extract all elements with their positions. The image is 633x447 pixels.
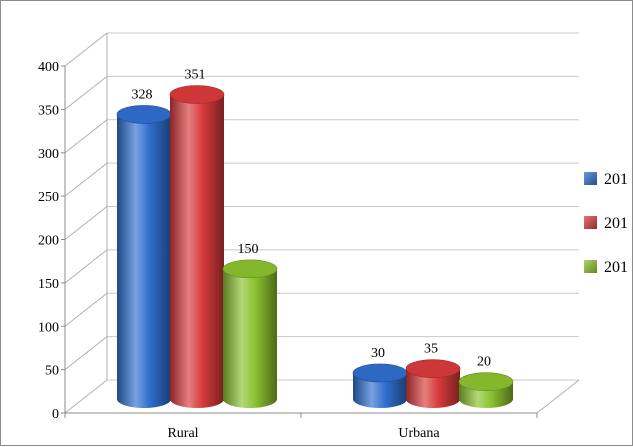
gridline-diagonal [64, 292, 108, 327]
data-label: 351 [185, 68, 206, 83]
gridline-diagonal [64, 206, 108, 240]
y-tick-label: 400 [38, 60, 59, 75]
bar-urbana-series-3 [458, 372, 514, 408]
data-labels: 328 351 150 30 35 20 [132, 68, 492, 370]
legend-swatch [584, 216, 597, 229]
bar-rural-series-1 [116, 105, 172, 409]
gridline-diagonal [64, 336, 108, 371]
gridline-diagonal [64, 379, 108, 414]
bar-top [458, 372, 514, 391]
bar-rural-series-2 [169, 85, 225, 408]
data-label: 35 [424, 342, 438, 357]
legend-swatch [584, 172, 597, 185]
legend-label: 201 [604, 259, 628, 276]
bars [116, 85, 514, 409]
data-label: 150 [238, 242, 259, 257]
y-tick-label: 300 [38, 147, 59, 162]
bar-body [406, 368, 460, 408]
bar-top [352, 363, 408, 383]
y-axis-tick-labels: 0 50 100 150 200 250 300 350 400 [38, 60, 59, 422]
bar-urbana-series-1 [352, 363, 408, 408]
bar-body [223, 268, 277, 408]
bar-top [169, 85, 225, 104]
legend-label: 201 [604, 171, 628, 188]
gridline-diagonal [64, 249, 108, 284]
bar-top [222, 259, 278, 279]
bar-rural-series-3 [222, 259, 278, 408]
bar-body [117, 114, 171, 409]
data-label: 328 [132, 87, 153, 102]
legend: 201 201 201 [584, 171, 628, 276]
data-label: 30 [371, 346, 385, 361]
bar-top [116, 105, 172, 124]
legend-label: 201 [604, 215, 628, 232]
y-tick-label: 50 [45, 364, 59, 379]
category-labels: Rural Urbana [167, 426, 440, 441]
gridline-diagonal [64, 119, 108, 154]
bar-top [405, 359, 461, 378]
axes [61, 65, 538, 418]
gridline-diagonal [64, 162, 108, 197]
category-label-rural: Rural [167, 426, 198, 441]
data-label: 20 [477, 355, 491, 370]
gridline-diagonal [64, 32, 108, 67]
y-tick-label: 200 [38, 234, 59, 249]
y-tick-label: 0 [52, 407, 59, 422]
bar-body [170, 94, 224, 408]
bar-urbana-series-2 [405, 359, 461, 408]
bar-body [353, 372, 407, 408]
y-tick-label: 100 [38, 320, 59, 335]
y-tick-label: 150 [38, 277, 59, 292]
category-label-urbana: Urbana [398, 426, 440, 441]
y-tick-label: 350 [38, 103, 59, 118]
legend-swatch [584, 260, 597, 273]
y-tick-label: 250 [38, 190, 59, 205]
gridline-diagonal [64, 75, 108, 110]
